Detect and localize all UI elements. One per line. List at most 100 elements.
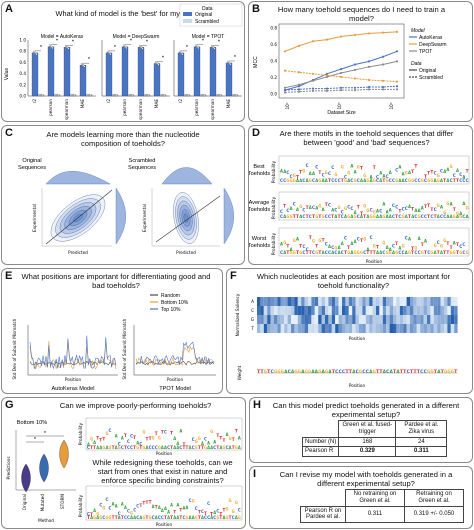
heatmap-cell [454,306,458,315]
heatmap-cell [335,297,339,306]
logo-letter: A [280,241,284,246]
x-tick-label: STORM [60,494,65,509]
logo-letter: T [430,207,433,212]
heatmap-cell [359,297,363,306]
panel-label: C [5,127,13,139]
logo-letter: A [360,214,364,219]
logo-letter: T [309,250,312,255]
group-title: Model = DeepSwarm [113,34,160,40]
group-title: Model = AutoKeras [41,34,84,40]
logo-letter: T [90,512,93,517]
heatmap-cell [318,297,322,306]
heatmap-cell [328,315,332,324]
logo-letter: A [158,505,162,510]
logo-letter: A [396,369,400,374]
logo-letter: C [238,507,241,512]
logo-letter: A [296,236,300,241]
logo-letter: T [179,508,182,513]
logo-letter: A [322,207,326,212]
heatmap-cell [325,297,329,306]
logo-letter: G [359,369,363,374]
logo-letter: C [152,445,155,450]
heatmap-cell [450,297,455,306]
logo-letter: C [427,250,430,255]
heatmap-cell [372,306,376,315]
logo-letter: G [149,515,152,520]
heatmap-cell [270,324,274,333]
heatmap-cell [263,315,268,324]
data-point [80,62,84,66]
logo-letter: C [392,203,395,208]
logo-letter: C [357,237,360,242]
logo-letter: A [124,505,128,510]
logo-letter: T [322,238,325,243]
tpot-line [135,341,215,366]
data-point [283,69,287,72]
logo-letter: G [444,369,448,374]
line-autokeras-scrambled [284,85,398,91]
heatmap-cell [450,324,455,333]
logo-letter: C [402,207,405,212]
data-point [131,93,134,97]
logo-letter: G [195,439,198,444]
logo-letter: G [105,431,108,436]
data-point [109,53,112,56]
x-tick-label: r2 [32,99,37,104]
table-header: Pardee et al. Zika virus [395,420,448,438]
heatmap-cell [352,324,356,333]
logo-letter: C [347,204,350,209]
logo-letter: T [360,238,363,243]
heatmap-cell [410,297,414,306]
logo-letter: A [226,432,230,437]
data-point [157,63,160,66]
logo-letter: C [288,369,291,374]
y-tick-label: 0.4 [19,71,26,76]
logo-letter: T [456,250,459,255]
heatmap-cell [359,306,363,315]
logo-letter: A [434,178,438,183]
bar-original [153,63,161,97]
heatmap-cell [284,306,288,315]
heatmap-cell [335,315,339,324]
density-right [173,192,199,244]
heatmap-cell [274,324,278,333]
logo-letter: A [459,211,463,216]
logo-letter: A [201,441,205,446]
logo-letter: T [296,250,299,255]
logo-letter: C [325,214,328,219]
heatmap-cell [297,324,302,333]
x-tick-label: 10³ [337,102,342,109]
heatmap-cell [399,315,404,324]
data-point [228,61,231,65]
logo-letter: T [345,369,348,374]
legend-item-scrambled: Scrambled [195,19,219,25]
significance-star: * [234,55,237,61]
logo-letter: A [331,208,335,213]
y-axis-label: Probability [78,494,83,517]
logo-letter: A [366,214,370,219]
logo-letter: A [164,506,168,511]
heatmap-cell [413,297,417,306]
logo-letter: A [462,175,466,180]
logo-letter: C [341,250,344,255]
logo-letter: A [402,178,406,183]
logo-letter: T [454,369,457,374]
heatmap-cell [413,306,417,315]
heatmap-cell [291,297,295,306]
violin [39,453,49,483]
logo-letter: C [386,174,389,179]
logo-letter: A [213,510,217,515]
logo-letter: G [102,505,105,510]
logo-letter: T [219,435,222,440]
logo-letter: C [325,250,328,255]
heatmap-cell [257,306,261,315]
logo-letter: G [93,515,96,520]
logo-letter: G [118,445,121,450]
logo-letter: T [102,436,105,441]
x-axis-label: Predicted [68,250,88,255]
heatmap-cell [267,306,271,315]
heatmap-cell [345,315,349,324]
table-row-name: Pearson R [301,446,340,458]
logo-letter: G [318,204,321,209]
logo-letter: C [402,250,405,255]
